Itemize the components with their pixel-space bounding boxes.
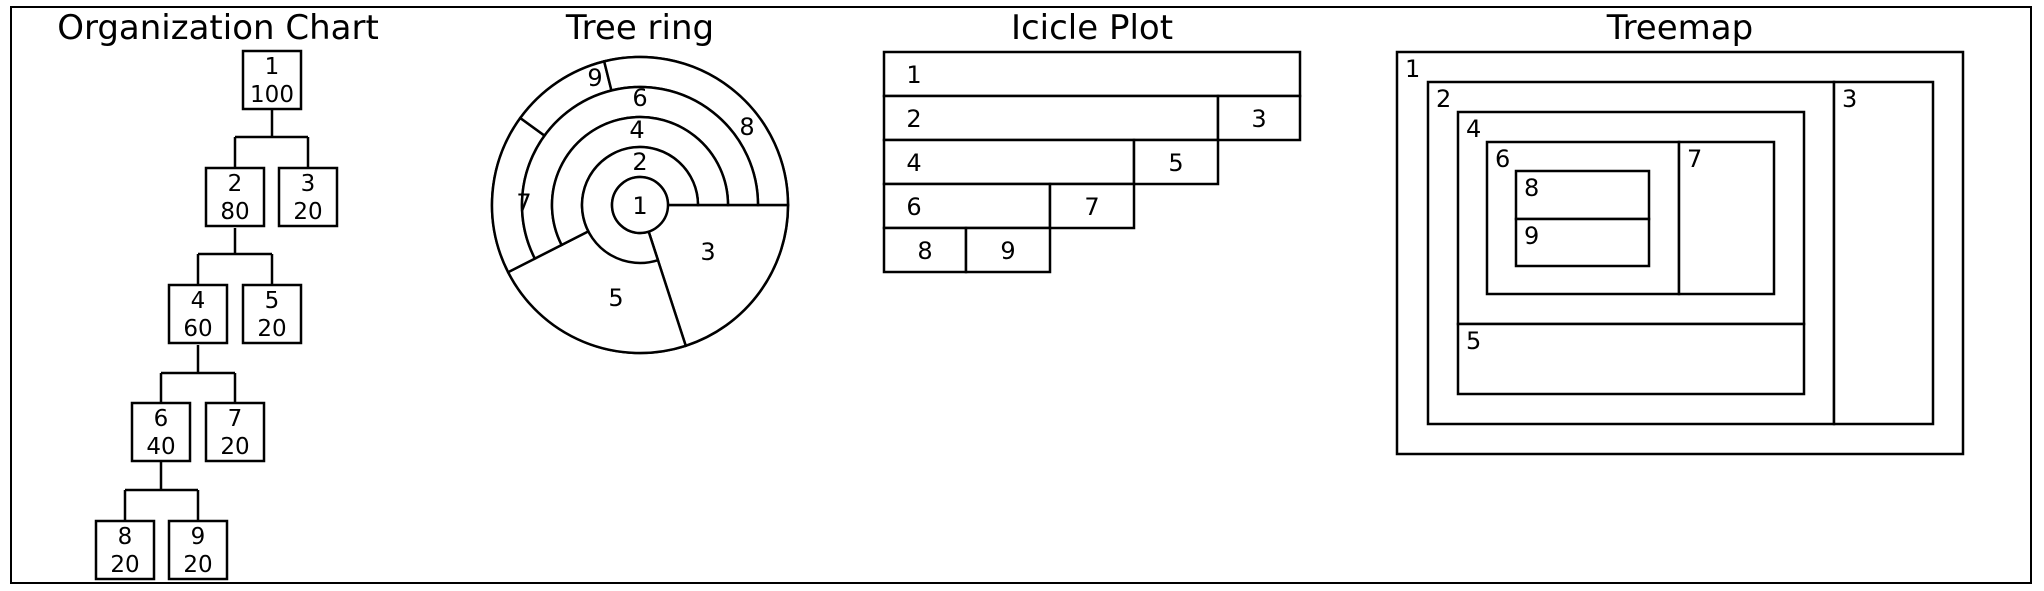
icicle-label: 5 [1168, 149, 1183, 177]
org-node-4: 460 [167, 283, 229, 345]
org-node-value: 20 [257, 316, 286, 342]
tree-ring-title: Tree ring [565, 8, 715, 48]
icicle-cell-3: 3 [1216, 94, 1302, 142]
org-node-8: 820 [94, 519, 156, 581]
ring-label-8: 8 [739, 113, 754, 141]
icicle-cell-9: 9 [964, 226, 1052, 274]
org-node-id: 1 [265, 54, 280, 80]
ring-label-3: 3 [700, 238, 715, 266]
org-node-value: 40 [146, 434, 175, 460]
org-node-9: 920 [167, 519, 229, 581]
ring-label-9: 9 [587, 64, 602, 92]
org-node-5: 520 [241, 283, 303, 345]
org-node-value: 20 [110, 552, 139, 578]
icicle-label: 7 [1084, 193, 1099, 221]
org-node-value: 100 [250, 82, 294, 108]
ring-sector-3 [638, 203, 790, 348]
treemap-label: 2 [1436, 85, 1451, 113]
org-node-id: 3 [301, 171, 316, 197]
ring-label-2: 2 [632, 148, 647, 176]
org-node-id: 7 [228, 406, 243, 432]
org-node-3: 320 [277, 166, 339, 228]
ring-label-5: 5 [608, 284, 623, 312]
figure-frame [10, 6, 2032, 584]
treemap-cell-3: 3 [1832, 80, 1935, 426]
icicle-cell-7: 7 [1048, 182, 1136, 230]
org-node-value: 80 [220, 199, 249, 225]
treemap-label: 8 [1524, 174, 1539, 202]
treemap-label: 5 [1466, 327, 1481, 355]
org-node-2: 280 [204, 166, 266, 228]
ring-label-6: 6 [632, 84, 647, 112]
org-node-id: 2 [228, 171, 243, 197]
org-node-id: 8 [118, 524, 133, 550]
icicle-cell-4: 4 [882, 138, 1136, 186]
org-node-6: 640 [130, 401, 192, 463]
org-chart-title: Organization Chart [57, 8, 379, 48]
org-node-id: 6 [154, 406, 169, 432]
treemap-title: Treemap [1606, 8, 1754, 48]
icicle-label: 2 [906, 105, 921, 133]
org-node-value: 20 [220, 434, 249, 460]
ring-label-1: 1 [632, 192, 647, 220]
icicle-label: 3 [1251, 105, 1266, 133]
org-node-id: 9 [191, 524, 206, 550]
ring-center [610, 175, 670, 235]
treemap-label: 4 [1466, 115, 1481, 143]
icicle-cell-5: 5 [1132, 138, 1220, 186]
org-node-id: 5 [265, 288, 280, 314]
treemap-label: 3 [1842, 85, 1857, 113]
icicle-label: 9 [1000, 237, 1015, 265]
icicle-label: 4 [906, 149, 921, 177]
treemap-label: 7 [1687, 145, 1702, 173]
treemap-label: 9 [1524, 222, 1539, 250]
treemap-cell-8: 8 [1514, 169, 1651, 221]
icicle-label: 1 [906, 61, 921, 89]
icicle-cell-8: 8 [882, 226, 968, 274]
icicle-label: 8 [917, 237, 932, 265]
org-node-value: 60 [183, 316, 212, 342]
icicle-label: 6 [906, 193, 921, 221]
treemap-label: 6 [1495, 145, 1510, 173]
org-node-7: 720 [204, 401, 266, 463]
icicle-plot-title: Icicle Plot [1010, 8, 1174, 48]
ring-label-7: 7 [516, 189, 531, 217]
treemap-cell-7: 7 [1677, 140, 1776, 296]
org-node-value: 20 [183, 552, 212, 578]
ring-label-4: 4 [629, 116, 644, 144]
treemap-cell-9: 9 [1514, 217, 1651, 268]
org-node-value: 20 [293, 199, 322, 225]
org-node-id: 4 [191, 288, 206, 314]
treemap-cell-5: 5 [1456, 322, 1806, 396]
treemap-label: 1 [1405, 55, 1420, 83]
icicle-cell-1: 1 [882, 50, 1302, 98]
